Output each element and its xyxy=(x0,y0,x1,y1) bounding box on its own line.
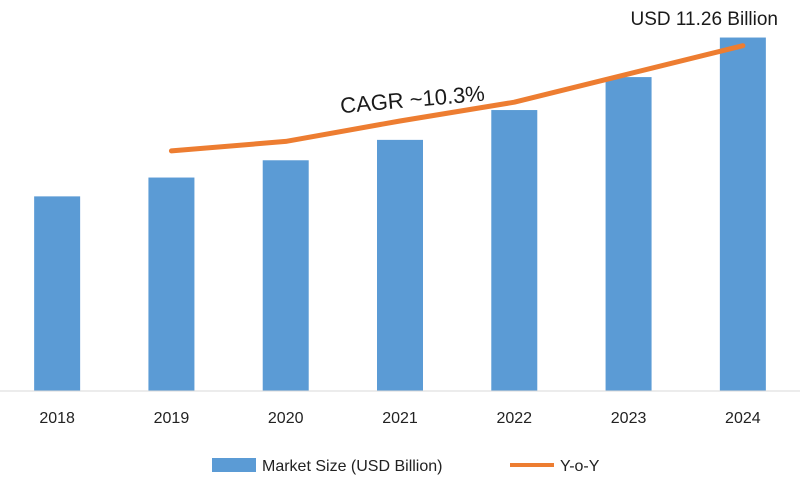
yoy-trend-line xyxy=(168,43,746,154)
bar-2018 xyxy=(34,196,81,391)
x-tick-labels: 2018 2019 2020 2021 2022 2023 2024 xyxy=(39,410,760,427)
last-value-annotation: USD 11.26 Billion xyxy=(630,9,778,30)
legend: Market Size (USD Billion) Y-o-Y xyxy=(212,458,600,475)
legend-label-market-size: Market Size (USD Billion) xyxy=(262,458,442,475)
x-tick-label-2022: 2022 xyxy=(496,410,532,427)
x-tick-label-2018: 2018 xyxy=(39,410,75,427)
x-tick-label-2023: 2023 xyxy=(611,410,647,427)
bars-group xyxy=(34,37,766,392)
x-tick-label-2019: 2019 xyxy=(154,410,190,427)
x-tick-label-2024: 2024 xyxy=(725,410,761,427)
legend-swatch-market-size xyxy=(212,458,256,472)
x-tick-label-2020: 2020 xyxy=(268,410,304,427)
x-tick-label-2021: 2021 xyxy=(382,410,418,427)
bar-2019 xyxy=(148,177,195,391)
bar-2022 xyxy=(491,110,538,392)
bar-2020 xyxy=(262,160,309,391)
bar-2023 xyxy=(605,77,652,391)
bar-2024 xyxy=(719,37,766,392)
legend-label-yoy: Y-o-Y xyxy=(560,458,600,475)
bar-2021 xyxy=(377,139,423,391)
